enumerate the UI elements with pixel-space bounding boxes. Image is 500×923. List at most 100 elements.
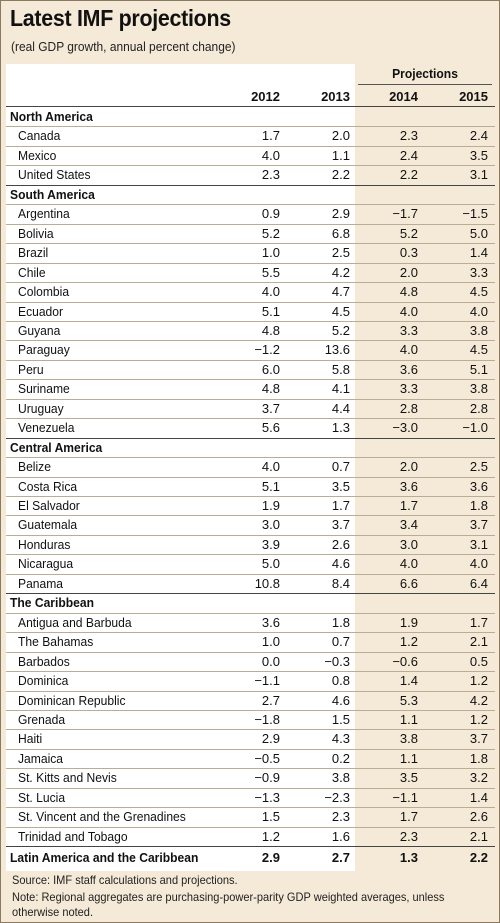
region-heading-row: Central America (6, 438, 495, 457)
table-row: Haiti 2.9 4.3 3.8 3.7 (6, 729, 495, 748)
table-row: Belize 4.0 0.7 2.0 2.5 (6, 457, 495, 476)
country-name: Peru (18, 361, 44, 377)
growth-value-2014: 1.7 (399, 498, 418, 513)
projections-header: Projections (392, 66, 458, 81)
growth-value-2015: 0.5 (469, 653, 488, 669)
growth-value-2014: 5.3 (399, 692, 418, 708)
growth-value-2015: 2.6 (469, 809, 488, 825)
growth-value-2012: 3.0 (261, 517, 280, 533)
aggregate-value-2015: 2.2 (469, 850, 488, 866)
country-name: Trinidad and Tobago (18, 828, 128, 844)
table-row: Uruguay 3.7 4.4 2.8 2.8 (6, 399, 495, 418)
growth-value-2015: 4.5 (469, 342, 488, 358)
growth-value-2015: 3.8 (469, 381, 488, 397)
country-name: Canada (18, 128, 61, 144)
growth-value-2012: 1.0 (261, 245, 280, 261)
growth-value-2014: 1.7 (399, 809, 418, 825)
growth-value-2014: 3.4 (399, 517, 418, 533)
growth-value-2014: 5.2 (399, 225, 418, 241)
table-row: Grenada −1.8 1.5 1.1 1.2 (6, 710, 495, 729)
country-name: Bolivia (18, 225, 54, 241)
aggregate-value-2013: 2.7 (331, 850, 350, 866)
growth-value-2013: 3.7 (331, 517, 350, 533)
aggregate-value-2012: 2.9 (261, 850, 280, 866)
country-name: Brazil (18, 245, 49, 261)
growth-value-2012: 1.0 (261, 634, 280, 650)
growth-value-2012: −1.2 (254, 342, 280, 358)
growth-value-2013: 4.3 (331, 731, 350, 747)
projections-table: Projections 2012 2013 2014 2015 North Am… (6, 64, 495, 871)
growth-value-2014: −0.6 (392, 653, 418, 669)
growth-value-2014: 1.1 (399, 711, 418, 727)
source-note: Source: IMF staff calculations and proje… (12, 873, 238, 887)
growth-value-2013: 4.2 (331, 264, 350, 280)
table-row: The Bahamas 1.0 0.7 1.2 2.1 (6, 632, 495, 651)
growth-value-2015: 1.2 (469, 673, 488, 689)
growth-value-2015: 3.7 (469, 731, 488, 747)
growth-value-2013: 4.7 (331, 284, 350, 300)
growth-value-2015: 4.2 (469, 692, 488, 708)
growth-value-2013: 1.8 (331, 614, 350, 630)
row-divider (6, 398, 495, 400)
country-name: Honduras (18, 536, 71, 552)
growth-value-2012: 3.6 (261, 614, 280, 630)
table-row: Costa Rica 5.1 3.5 3.6 3.6 (6, 477, 495, 496)
region-heading: South America (10, 186, 95, 202)
growth-value-2013: 5.2 (331, 322, 350, 338)
table-row: Dominican Republic 2.7 4.6 5.3 4.2 (6, 691, 495, 710)
growth-value-2015: 2.8 (469, 400, 488, 416)
country-name: Belize (18, 459, 51, 475)
row-divider (6, 554, 495, 556)
country-name: Chile (18, 264, 46, 280)
table-row: El Salvador 1.9 1.7 1.7 1.8 (6, 496, 495, 515)
growth-value-2013: 0.7 (331, 459, 350, 475)
row-divider (6, 301, 495, 303)
growth-value-2015: 1.7 (469, 614, 488, 630)
country-name: Uruguay (18, 400, 64, 416)
growth-value-2015: 3.1 (469, 167, 488, 183)
growth-value-2015: 1.4 (469, 245, 488, 261)
growth-value-2014: −3.0 (392, 420, 418, 436)
growth-value-2015: 2.1 (469, 828, 488, 844)
aggregate-name: Latin America and the Caribbean (10, 850, 199, 866)
row-divider (6, 651, 495, 653)
growth-value-2015: 3.2 (469, 770, 488, 786)
growth-value-2014: 2.8 (399, 400, 418, 416)
country-name: Dominican Republic (18, 692, 126, 708)
table-row: United States 2.3 2.2 2.2 3.1 (6, 165, 495, 184)
table-row: Colombia 4.0 4.7 4.8 4.5 (6, 282, 495, 301)
table-row: Suriname 4.8 4.1 3.3 3.8 (6, 379, 495, 398)
row-divider (6, 846, 495, 848)
row-divider (6, 709, 495, 711)
growth-value-2012: 6.0 (261, 361, 280, 377)
growth-value-2014: 3.3 (399, 322, 418, 338)
aggregate-row: Latin America and the Caribbean 2.9 2.7 1.3… (6, 848, 495, 867)
country-name: Barbados (18, 653, 70, 669)
growth-value-2015: 2.5 (469, 459, 488, 475)
growth-value-2013: 13.6 (324, 342, 350, 358)
row-divider (6, 204, 495, 206)
row-divider (6, 126, 495, 128)
growth-value-2013: 2.3 (331, 809, 350, 825)
row-divider (6, 729, 495, 731)
country-name: St. Vincent and the Grenadines (18, 809, 186, 825)
growth-value-2013: 3.5 (331, 478, 350, 494)
row-divider (6, 282, 495, 284)
growth-value-2015: −1.5 (462, 206, 488, 222)
growth-value-2013: 2.9 (331, 206, 350, 222)
table-row: Antigua and Barbuda 3.6 1.8 1.9 1.7 (6, 613, 495, 632)
growth-value-2012: −0.5 (254, 750, 280, 766)
row-divider (6, 632, 495, 634)
row-divider (6, 359, 495, 361)
country-name: Panama (18, 575, 64, 591)
growth-value-2015: 1.8 (469, 750, 488, 766)
row-divider (6, 165, 495, 167)
row-divider (6, 612, 495, 614)
growth-value-2014: −1.1 (392, 789, 418, 805)
growth-value-2012: 0.0 (261, 653, 280, 669)
table-row: Paraguay −1.2 13.6 4.0 4.5 (6, 340, 495, 359)
growth-value-2012: 4.8 (261, 381, 280, 397)
growth-value-2012: −0.9 (254, 770, 280, 786)
growth-value-2013: 4.4 (331, 400, 350, 416)
